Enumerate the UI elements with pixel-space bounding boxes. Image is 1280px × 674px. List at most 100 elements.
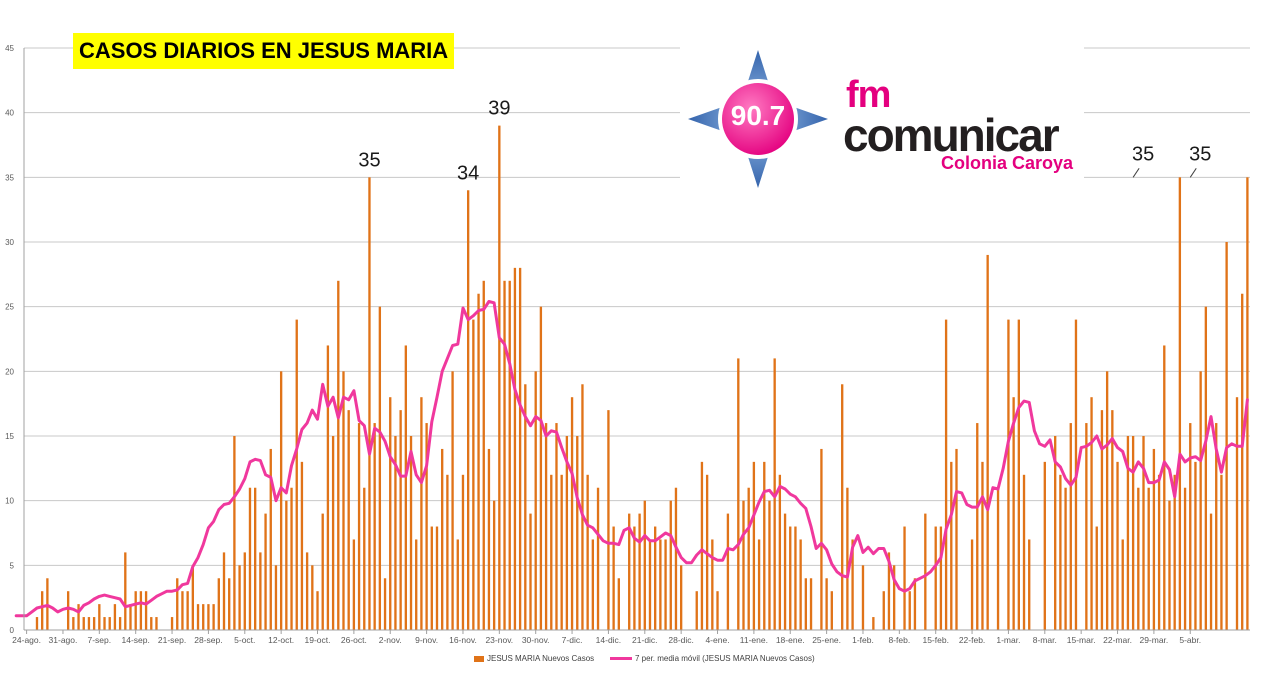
daily-cases-bar <box>970 539 974 630</box>
x-tick-label: 23-nov. <box>485 635 513 645</box>
daily-cases-bar <box>134 591 137 630</box>
daily-cases-bar <box>1215 423 1218 630</box>
daily-cases-bar <box>420 397 423 630</box>
daily-cases-bar <box>1069 423 1072 630</box>
x-tick-label: 22-feb. <box>959 635 985 645</box>
daily-cases-bar <box>285 500 288 630</box>
daily-cases-bar <box>939 526 943 630</box>
x-tick-label: 21-dic. <box>632 635 658 645</box>
daily-cases-bar <box>783 513 787 630</box>
y-tick-label: 5 <box>10 561 15 570</box>
moving-average-line-group <box>14 300 1249 618</box>
daily-cases-bar <box>576 436 579 630</box>
daily-cases-bar <box>243 552 246 630</box>
daily-cases-bar <box>555 423 558 630</box>
daily-cases-bar <box>986 254 989 630</box>
radio-name: comunicar <box>843 109 1060 161</box>
daily-cases-bar <box>1028 539 1031 630</box>
daily-cases-bar <box>1095 526 1098 630</box>
daily-cases-bar <box>586 474 589 630</box>
chart-title: CASOS DIARIOS EN JESUS MARIA <box>73 33 455 69</box>
daily-cases-bar <box>581 384 584 630</box>
daily-cases-bar <box>607 410 610 630</box>
daily-cases-bar <box>1043 461 1046 630</box>
daily-cases-bar <box>352 539 356 630</box>
daily-cases-bar <box>1199 371 1202 630</box>
daily-cases-bar <box>238 565 241 630</box>
legend-item-moving-average: 7 per. media móvil (JESUS MARIA Nuevos C… <box>610 654 815 663</box>
daily-cases-bar <box>248 487 252 630</box>
daily-cases-bar <box>913 578 917 630</box>
daily-cases-bar <box>789 526 792 630</box>
daily-cases-bar <box>316 591 319 630</box>
daily-cases-bar <box>207 604 210 630</box>
peak-annotation-label: 35 <box>358 149 380 171</box>
daily-cases-bar <box>337 280 340 630</box>
daily-cases-bar <box>654 526 657 630</box>
daily-cases-bar <box>887 552 891 630</box>
daily-cases-bar <box>170 617 174 630</box>
daily-cases-bar <box>259 552 262 630</box>
y-tick-label: 0 <box>10 626 15 635</box>
daily-cases-bar <box>300 461 304 630</box>
daily-cases-bar <box>181 591 184 630</box>
peak-annotation-label: 35 <box>1132 143 1154 165</box>
daily-cases-bar <box>72 617 75 630</box>
daily-cases-bar <box>508 280 511 630</box>
daily-cases-bar <box>311 565 314 630</box>
daily-cases-bar <box>503 280 506 630</box>
daily-cases-bar <box>305 552 309 630</box>
x-tick-label: 14-dic. <box>596 635 622 645</box>
daily-cases-bar <box>981 461 984 630</box>
y-tick-label: 10 <box>5 497 14 506</box>
daily-cases-bar <box>737 358 740 630</box>
daily-cases-bar <box>924 513 927 630</box>
daily-cases-bar <box>409 436 413 630</box>
daily-cases-bar <box>1137 487 1140 630</box>
daily-cases-bar <box>92 617 96 630</box>
y-tick-label: 45 <box>5 44 14 53</box>
daily-cases-bar <box>1194 461 1197 630</box>
daily-cases-bar <box>41 591 44 630</box>
daily-cases-bar <box>279 371 283 630</box>
daily-cases-bar <box>524 384 527 630</box>
daily-cases-bar <box>768 500 771 630</box>
daily-cases-bar <box>638 513 641 630</box>
daily-cases-bar <box>882 591 885 630</box>
peak-annotations: 35 34 39 35 35 <box>358 98 1211 185</box>
daily-cases-bar <box>1183 487 1187 630</box>
y-tick-label: 40 <box>5 109 14 118</box>
daily-cases-bar <box>1059 474 1062 630</box>
daily-cases-bar <box>113 604 117 630</box>
daily-cases-bar <box>1105 371 1109 630</box>
x-tick-label: 21-sep. <box>158 635 186 645</box>
daily-cases-bar <box>222 552 226 630</box>
daily-cases-bar <box>155 617 158 630</box>
daily-cases-bar <box>565 436 569 630</box>
daily-cases-bar <box>124 552 127 630</box>
annotation-leader <box>1132 168 1140 178</box>
daily-cases-bar <box>846 487 849 630</box>
daily-cases-bar <box>383 578 387 630</box>
daily-cases-bar <box>1204 306 1208 630</box>
gridlines <box>24 47 1250 566</box>
daily-cases-bar <box>996 487 1000 630</box>
peak-annotation-label: 35 <box>1189 143 1211 165</box>
daily-cases-bar <box>108 617 111 630</box>
daily-cases-bar <box>908 591 911 630</box>
moving-average-line <box>14 300 1249 618</box>
daily-cases-bar <box>103 617 106 630</box>
x-tick-label: 11-ene. <box>740 635 768 645</box>
daily-cases-bar <box>217 578 220 630</box>
daily-cases-bar <box>1022 474 1026 630</box>
legend-label-moving-average: 7 per. media móvil (JESUS MARIA Nuevos C… <box>635 654 815 663</box>
daily-cases-bar <box>1111 410 1114 630</box>
peak-annotation-label: 39 <box>488 98 510 120</box>
x-tick-label: 15-mar. <box>1067 635 1096 645</box>
daily-cases-bar <box>347 410 350 630</box>
x-tick-label: 26-oct. <box>341 635 367 645</box>
daily-cases-bar <box>617 578 620 630</box>
x-tick-label: 24-ago. <box>12 635 41 645</box>
daily-cases-bar <box>643 500 646 630</box>
